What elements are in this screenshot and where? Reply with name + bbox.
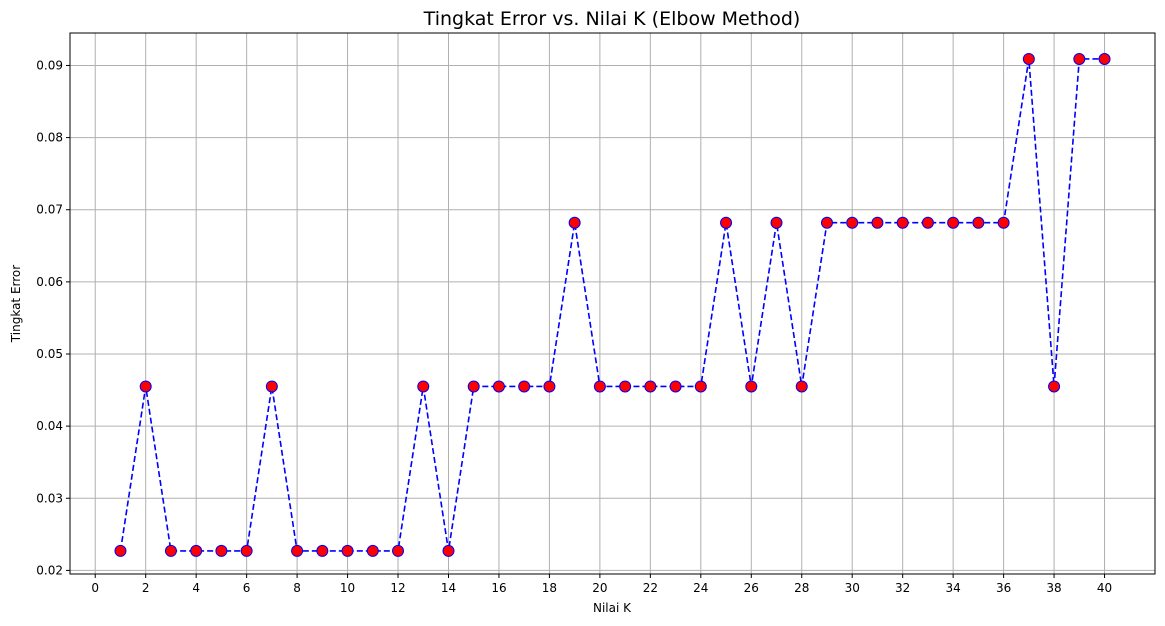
x-tick-label: 14 [441,581,456,595]
x-tick-label: 4 [192,581,200,595]
data-point [644,380,657,393]
x-tick-label: 2 [142,581,150,595]
x-tick-label: 40 [1097,581,1112,595]
data-point [215,544,228,557]
series-line [119,58,1105,552]
x-tick-label: 36 [996,581,1011,595]
x-axis-label: Nilai K [593,601,632,615]
data-point [846,216,859,229]
x-tick-label: 6 [243,581,251,595]
data-point [518,380,531,393]
data-point [442,544,455,557]
data-point [114,544,127,557]
data-point [669,380,682,393]
data-point [593,380,606,393]
series-line-layer [119,58,1105,552]
x-tick-label: 0 [91,581,99,595]
data-point [190,544,203,557]
data-point [1048,380,1061,393]
x-tick-label: 24 [693,581,708,595]
x-tick-label: 32 [895,581,910,595]
data-point [240,544,253,557]
x-tick-label: 28 [794,581,809,595]
data-point [720,216,733,229]
data-point [467,380,480,393]
data-point [694,380,707,393]
x-tick-label: 38 [1046,581,1061,595]
y-tick-label: 0.04 [36,419,63,433]
data-point [997,216,1010,229]
data-point [417,380,430,393]
x-tick-label: 26 [744,581,759,595]
data-point [316,544,329,557]
grid [70,33,1155,574]
x-tick-label: 20 [592,581,607,595]
data-point [820,216,833,229]
data-point [745,380,758,393]
x-tick-label: 34 [945,581,960,595]
y-tick-label: 0.03 [36,491,63,505]
data-point [972,216,985,229]
x-tick-label: 18 [542,581,557,595]
data-point [164,544,177,557]
data-point [543,380,556,393]
data-point [896,216,909,229]
y-axis-label: Tingkat Error [9,265,23,343]
x-tick-label: 30 [845,581,860,595]
series-markers [114,52,1111,557]
data-point [921,216,934,229]
data-point [568,216,581,229]
data-point [265,380,278,393]
data-point [139,380,152,393]
data-point [291,544,304,557]
data-point [1022,52,1035,65]
data-point [492,380,505,393]
data-point [1098,52,1111,65]
x-tick-label: 12 [390,581,405,595]
x-tick-label: 22 [643,581,658,595]
data-point [619,380,632,393]
y-tick-label: 0.02 [36,563,63,577]
data-point [947,216,960,229]
data-point [1073,52,1086,65]
x-tick-label: 10 [340,581,355,595]
chart-title: Tingkat Error vs. Nilai K (Elbow Method) [423,8,801,30]
data-point [795,380,808,393]
y-tick-label: 0.08 [36,131,63,145]
x-tick-label: 8 [293,581,301,595]
data-point [392,544,405,557]
y-tick-label: 0.06 [36,275,63,289]
y-tick-label: 0.05 [36,347,63,361]
y-tick-label: 0.07 [36,203,63,217]
data-point [366,544,379,557]
plot-frame [69,32,1156,575]
y-tick-label: 0.09 [36,58,63,72]
axis-ticks: 0 2 4 6 8 10 12 14 16 18 20 22 24 26 28 30 32 34 36 38 400.0… [36,58,1112,595]
data-point [770,216,783,229]
x-tick-label: 16 [491,581,506,595]
data-point [341,544,354,557]
data-point [871,216,884,229]
